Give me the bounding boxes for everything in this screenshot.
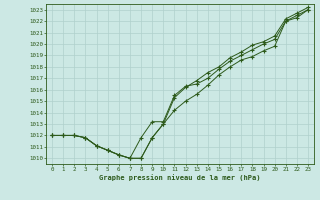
X-axis label: Graphe pression niveau de la mer (hPa): Graphe pression niveau de la mer (hPa) xyxy=(99,175,261,181)
